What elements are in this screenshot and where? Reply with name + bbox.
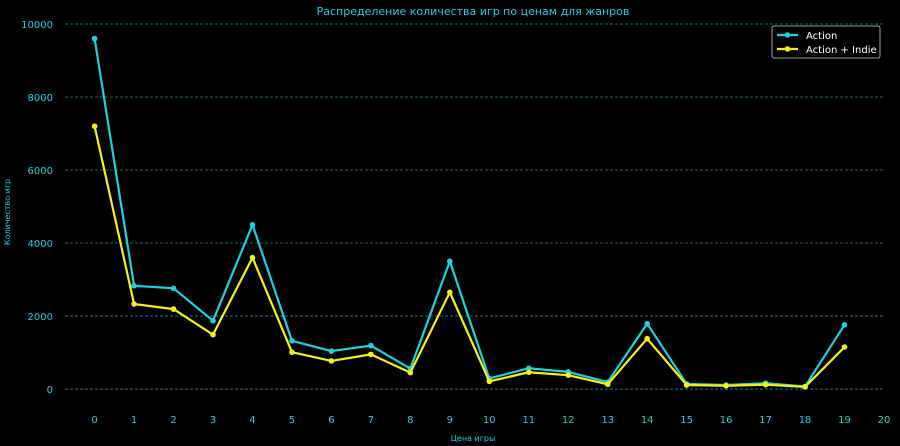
data-point — [249, 254, 256, 261]
y-tick-label: 8000 — [28, 93, 53, 104]
x-tick-label: 9 — [447, 415, 453, 426]
legend-box — [771, 25, 881, 59]
x-tick-label: 11 — [522, 415, 535, 426]
data-point — [644, 335, 650, 342]
data-point — [683, 382, 690, 388]
data-point — [762, 381, 769, 388]
legend-label: Action + Indie — [806, 45, 877, 56]
data-point — [723, 382, 729, 389]
data-point — [604, 381, 611, 388]
y-axis-ticks: 0 2000 4000 6000 8000 10000 — [21, 20, 53, 396]
x-tick-label: 14 — [641, 415, 654, 426]
data-point — [170, 285, 177, 292]
x-tick-label: 5 — [289, 415, 295, 426]
x-tick-label: 0 — [91, 415, 97, 426]
data-point — [644, 320, 650, 327]
data-point — [368, 342, 374, 349]
data-point — [447, 289, 453, 296]
x-tick-label: 2 — [170, 415, 176, 426]
x-tick-label: 10 — [483, 415, 496, 426]
series-layer — [91, 35, 848, 390]
x-tick-label: 3 — [210, 415, 216, 426]
legend-marker — [784, 46, 791, 52]
data-point — [131, 301, 137, 307]
y-tick-label: 4000 — [28, 239, 53, 250]
series-line — [93, 125, 846, 388]
x-tick-label: 16 — [720, 415, 733, 426]
y-tick-label: 2000 — [28, 312, 53, 323]
x-axis-label: Цена игры — [451, 434, 496, 443]
grid-lines — [65, 23, 884, 390]
data-point — [91, 123, 98, 130]
data-point — [841, 344, 848, 350]
y-tick-label: 6000 — [28, 166, 53, 177]
x-tick-label: 13 — [601, 415, 614, 426]
data-point — [802, 384, 808, 390]
data-point — [131, 282, 137, 289]
data-point — [368, 351, 374, 358]
x-tick-label: 4 — [249, 415, 255, 426]
x-tick-label: 20 — [878, 415, 891, 426]
data-point — [841, 322, 848, 328]
data-point — [447, 258, 453, 265]
x-tick-label: 19 — [838, 415, 851, 426]
legend-label: Action — [806, 31, 837, 42]
x-tick-label: 18 — [799, 415, 812, 426]
data-point — [328, 348, 335, 354]
x-tick-label: 7 — [368, 415, 374, 426]
y-tick-label: 0 — [47, 385, 53, 396]
data-point — [210, 317, 216, 324]
data-point — [289, 349, 295, 355]
x-axis-ticks: 0 1 2 3 4 5 6 7 8 9 10 11 12 13 14 15 16 17 18 19 20 — [91, 415, 890, 426]
legend-marker — [784, 32, 791, 38]
x-tick-label: 15 — [680, 415, 693, 426]
data-point — [210, 331, 216, 338]
data-point — [289, 338, 295, 344]
data-point — [525, 369, 532, 376]
legend: Action Action + Indie — [771, 25, 881, 59]
data-point — [407, 369, 414, 376]
x-tick-label: 8 — [407, 415, 413, 426]
data-point — [328, 358, 335, 364]
y-tick-label: 10000 — [21, 20, 53, 31]
data-point — [525, 365, 532, 372]
data-point — [249, 221, 256, 228]
x-tick-label: 12 — [562, 415, 575, 426]
data-point — [486, 378, 493, 385]
data-point — [565, 372, 572, 378]
x-tick-label: 1 — [131, 415, 137, 426]
chart-title: Распределение количества игр по ценам дл… — [317, 5, 630, 18]
y-axis-label: Количество игр — [3, 179, 12, 245]
x-tick-label: 17 — [759, 415, 772, 426]
data-point — [170, 306, 177, 312]
x-tick-label: 6 — [328, 415, 334, 426]
data-point — [91, 35, 98, 42]
